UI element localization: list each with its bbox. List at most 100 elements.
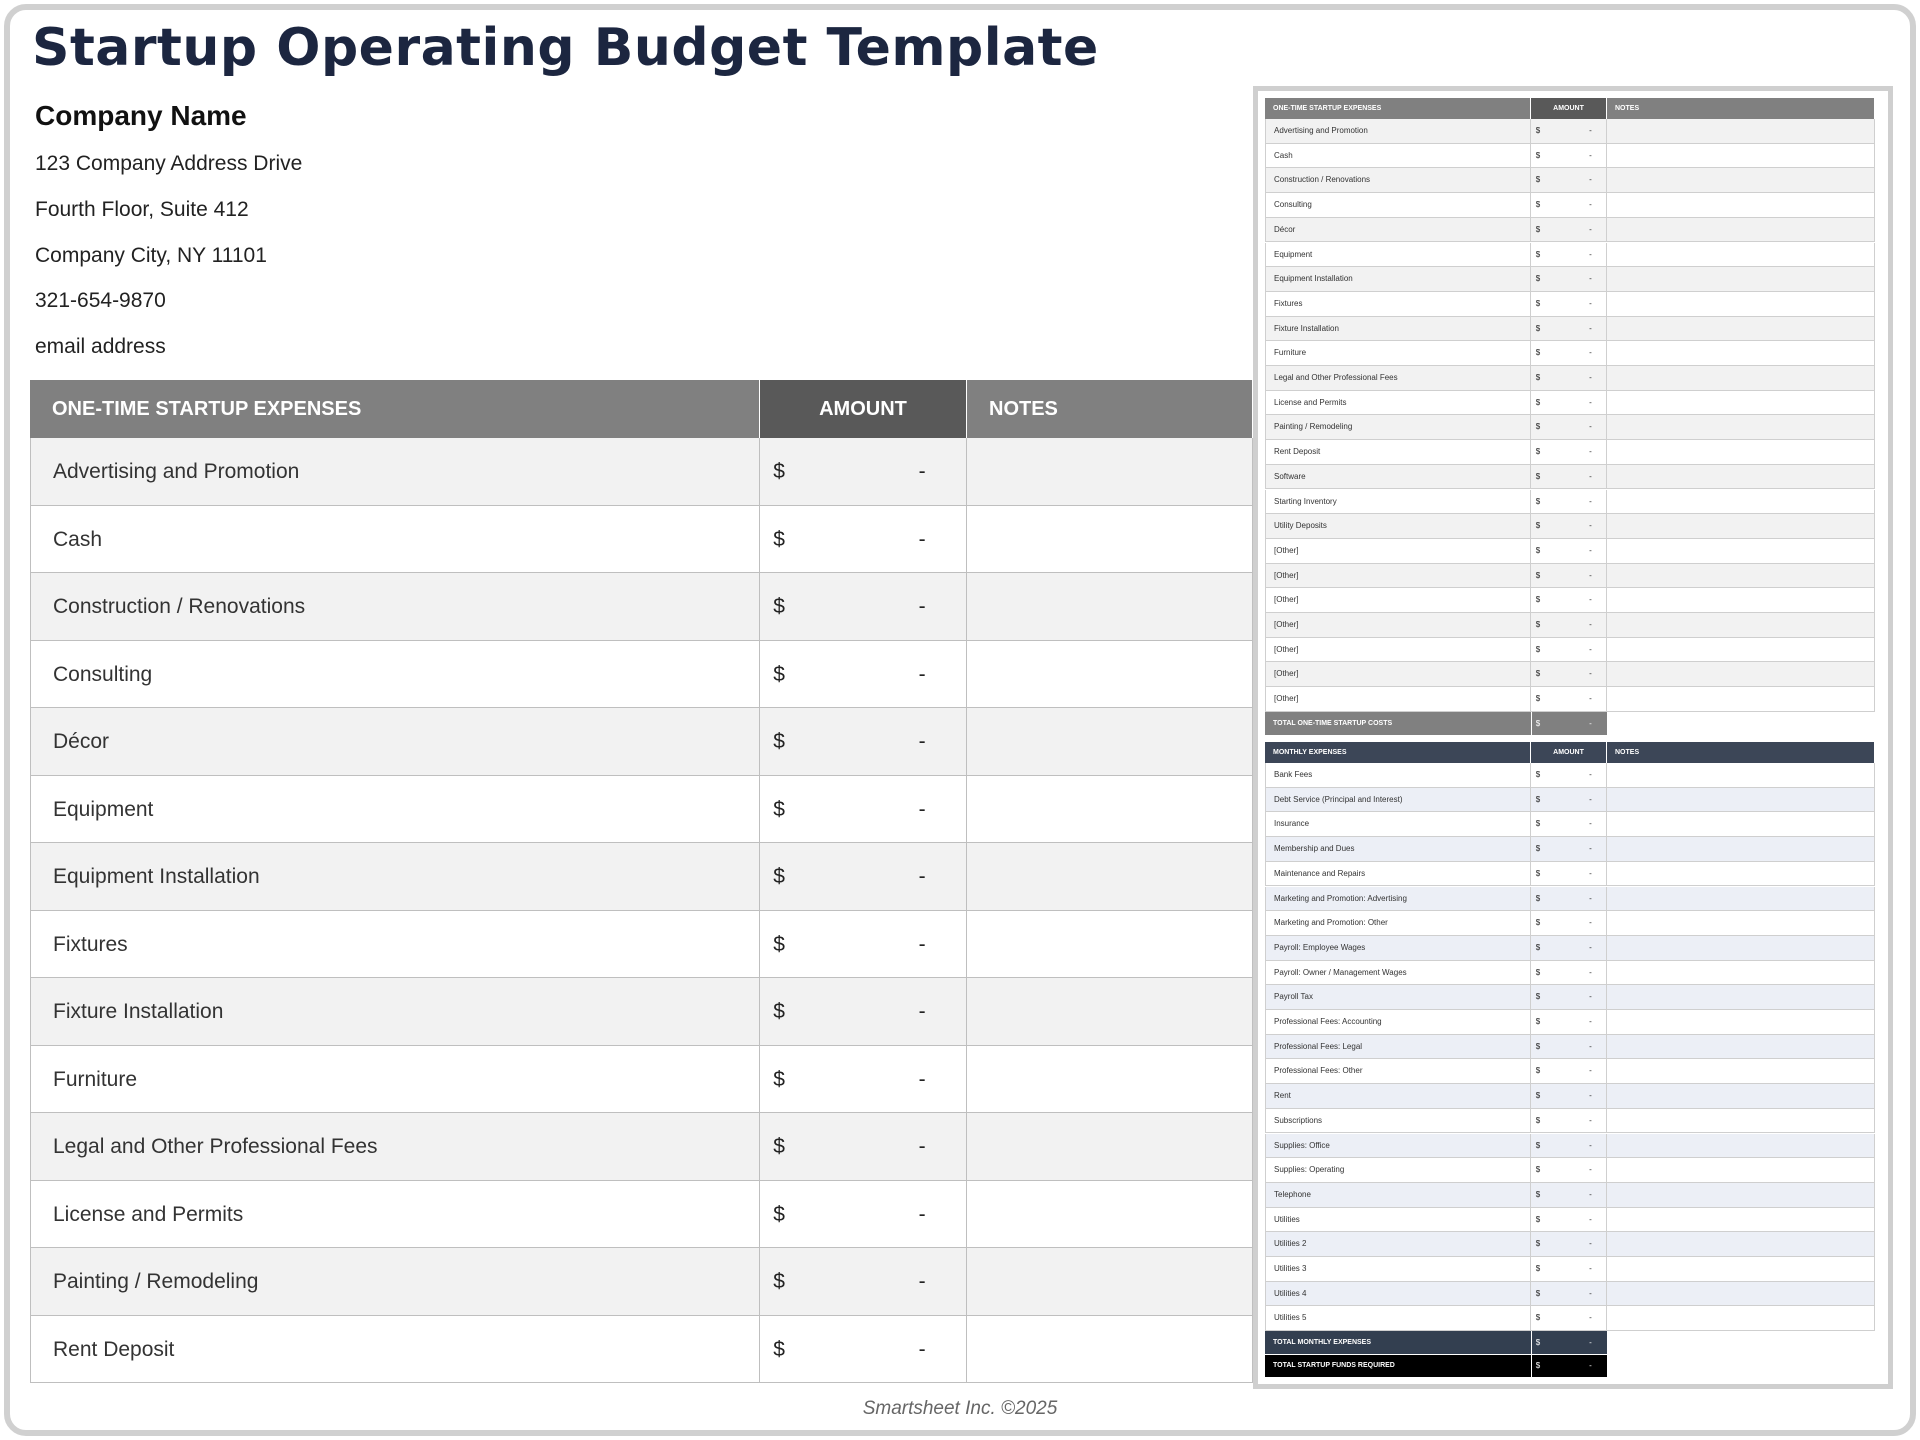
notes-cell (1607, 143, 1875, 169)
currency: $ (1535, 521, 1541, 531)
amount-cell (1531, 1257, 1607, 1282)
amount: - (1589, 1214, 1592, 1224)
row-label: Professional Fees: Legal (1265, 1034, 1531, 1060)
amount: - (918, 797, 926, 821)
amount-cell (1531, 415, 1607, 441)
row-label: Fixture Installation (1265, 316, 1531, 342)
amount: - (1589, 770, 1592, 779)
row-label: Membership and Dues (1265, 837, 1531, 862)
row-label: Subscriptions (1265, 1108, 1531, 1134)
amount: - (1589, 348, 1592, 358)
amount: - (918, 865, 926, 888)
amount: - (1589, 893, 1592, 903)
row-label: [Other] (1265, 687, 1531, 712)
currency: $ (773, 1337, 785, 1361)
row-label: Supplies: Operating (1265, 1158, 1531, 1183)
currency: $ (1535, 595, 1541, 605)
currency: $ (1535, 794, 1541, 804)
amount-cell (1531, 935, 1607, 961)
amount-cell (760, 438, 967, 506)
currency: $ (1535, 471, 1541, 481)
amount: - (1589, 992, 1592, 1002)
amount-cell (1531, 217, 1607, 243)
row-label: Insurance (1265, 812, 1531, 838)
amount-cell (1531, 193, 1607, 218)
column-header: AMOUNT (1531, 742, 1607, 763)
amount: - (1589, 868, 1592, 878)
currency: $ (773, 1270, 785, 1293)
notes-cell (1607, 366, 1875, 391)
currency: $ (1535, 249, 1541, 259)
amount: - (1589, 175, 1592, 185)
currency: $ (1535, 644, 1541, 654)
amount: - (1589, 1091, 1592, 1101)
currency: $ (1535, 918, 1541, 928)
row-label: License and Permits (1265, 390, 1531, 416)
amount: - (1589, 1066, 1592, 1076)
currency: $ (1535, 992, 1541, 1002)
row-label: Décor (1265, 217, 1531, 243)
notes-cell (1607, 837, 1875, 862)
row-label: Bank Fees (1265, 763, 1531, 788)
currency: $ (1535, 570, 1541, 580)
amount: - (1589, 1288, 1592, 1298)
notes-cell (1607, 886, 1875, 912)
amount-cell (1531, 440, 1607, 465)
notes-cell (1607, 588, 1875, 613)
notes-cell (1607, 1034, 1875, 1060)
amount-cell (1531, 1084, 1607, 1109)
amount: - (1589, 397, 1592, 407)
column-header: NOTES (1607, 98, 1875, 119)
column-header: ONE-TIME STARTUP EXPENSES (30, 380, 760, 438)
currency: $ (1535, 669, 1541, 679)
amount: - (1589, 150, 1592, 160)
notes-cell (1607, 637, 1875, 663)
currency: $ (1535, 844, 1541, 854)
notes-cell (1607, 1281, 1875, 1307)
notes-cell (967, 775, 1253, 843)
row-label: Rent (1265, 1084, 1531, 1109)
row-label: [Other] (1265, 637, 1531, 663)
notes-cell (1607, 960, 1875, 986)
currency: $ (773, 1135, 785, 1158)
amount: - (918, 1337, 926, 1361)
row-label: Legal and Other Professional Fees (30, 1113, 760, 1181)
notes-cell (1607, 985, 1875, 1010)
row-label: Utilities 4 (1265, 1281, 1531, 1307)
notes-cell (1607, 316, 1875, 342)
amount-cell (760, 775, 967, 843)
notes-cell (1607, 1306, 1875, 1332)
currency: $ (1535, 373, 1541, 382)
currency: $ (1535, 175, 1541, 185)
notes-cell (967, 573, 1253, 641)
amount: - (918, 730, 926, 753)
row-label: Equipment (30, 775, 760, 843)
row-label: Payroll: Owner / Management Wages (1265, 960, 1531, 986)
amount-cell (1531, 787, 1607, 813)
amount: - (1589, 1165, 1592, 1175)
notes-cell (1607, 1108, 1875, 1134)
title: Startup Operating Budget Template (32, 18, 1099, 78)
notes-cell (1607, 812, 1875, 838)
row-label: Telephone (1265, 1182, 1531, 1208)
amount: - (1589, 373, 1592, 382)
page-frame (4, 4, 1916, 1436)
column-header: AMOUNT (1531, 98, 1607, 119)
currency: $ (1535, 496, 1541, 506)
amount: - (1589, 819, 1592, 829)
currency: $ (773, 797, 785, 821)
notes-cell (967, 640, 1253, 708)
notes-cell (967, 1248, 1253, 1316)
row-label: Equipment Installation (30, 843, 760, 911)
amount-cell (760, 573, 967, 641)
column-header: NOTES (967, 380, 1253, 438)
row-label: Construction / Renovations (30, 573, 760, 641)
currency: $ (1535, 1115, 1541, 1125)
currency: $ (1535, 224, 1541, 234)
amount-cell (1531, 514, 1607, 539)
amount-cell (1531, 662, 1607, 688)
amount-cell (760, 1113, 967, 1181)
notes-cell (1607, 415, 1875, 441)
notes-cell (967, 843, 1253, 911)
notes-cell (1607, 911, 1875, 936)
